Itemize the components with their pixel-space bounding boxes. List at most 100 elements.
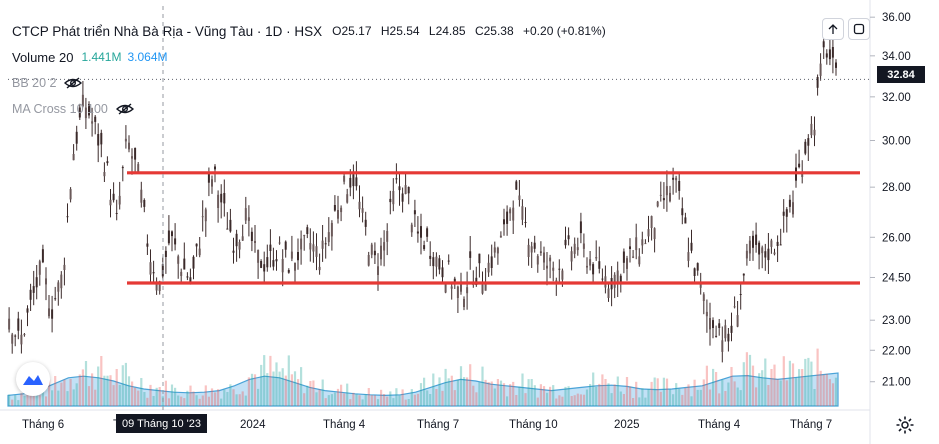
candle-body: [97, 134, 100, 146]
volume-bar: [715, 372, 718, 406]
candle-body: [549, 257, 552, 262]
x-tick-label: Tháng 7: [790, 419, 832, 431]
candle-body: [81, 94, 84, 107]
volume-bar: [137, 390, 140, 406]
tradingview-logo-icon[interactable]: [16, 362, 50, 396]
candle-body: [690, 242, 693, 251]
candle-body: [681, 208, 684, 216]
candle-body: [506, 211, 509, 224]
candle-body: [158, 281, 161, 291]
volume-bar: [297, 379, 300, 406]
candle-body: [309, 243, 312, 250]
candle-body: [773, 252, 776, 255]
volume-bar: [134, 387, 137, 406]
candle-body: [254, 241, 256, 243]
volume-bar: [14, 395, 17, 406]
candle-body: [487, 262, 490, 273]
candle-body: [195, 243, 198, 247]
volume-bar: [629, 386, 632, 406]
candle-body: [543, 252, 545, 263]
y-tick-label: 30.00: [882, 135, 911, 147]
candle-body: [822, 41, 825, 48]
candle-body: [244, 208, 247, 221]
gear-icon[interactable]: [895, 415, 915, 435]
candle-body: [669, 192, 671, 202]
volume-bar: [38, 395, 41, 406]
candle-body: [758, 242, 761, 255]
volume-bar: [35, 391, 38, 406]
candle-body: [124, 138, 127, 142]
candle-body: [223, 193, 226, 204]
candle-body: [813, 129, 816, 136]
volume-bar: [106, 375, 109, 406]
volume-bar: [146, 397, 149, 406]
volume-bar: [767, 385, 770, 406]
candle-body: [183, 258, 186, 270]
candle-body: [573, 243, 576, 254]
maximize-icon[interactable]: [848, 18, 870, 40]
volume-bar: [463, 377, 466, 406]
volume-bar: [223, 389, 226, 406]
volume-bar: [284, 375, 287, 406]
volume-bar: [23, 395, 26, 406]
candle-body: [499, 235, 502, 238]
candle-body: [579, 221, 582, 234]
candle-body: [241, 236, 244, 241]
eye-off-icon[interactable]: [115, 103, 134, 115]
volume-bar: [816, 348, 819, 406]
volume-bar: [416, 393, 420, 406]
candle-body: [20, 334, 23, 345]
volume-bar: [736, 387, 739, 406]
candle-body: [592, 264, 595, 275]
candle-body: [134, 148, 137, 160]
volume-bar: [721, 379, 724, 406]
symbol-title[interactable]: CTCP Phát triển Nhà Bà Rịa - Vũng Tàu · …: [12, 23, 323, 39]
volume-bar: [831, 383, 835, 406]
volume-bar: [358, 395, 361, 406]
volume-bar: [66, 391, 69, 406]
candle-body: [287, 270, 290, 273]
eye-off-icon[interactable]: [64, 77, 83, 89]
volume-bar: [346, 383, 349, 406]
candle-body: [512, 207, 515, 221]
volume-bar: [502, 383, 506, 406]
volume-bar: [687, 384, 690, 406]
candle-body: [687, 252, 690, 261]
candle-body: [48, 308, 50, 317]
volume-bar: [653, 377, 656, 406]
candle-body: [672, 177, 675, 180]
volume-bar: [293, 371, 297, 406]
arrow-up-icon[interactable]: [822, 18, 844, 40]
volume-bar: [533, 385, 536, 406]
candle-body: [678, 181, 681, 191]
volume-bar: [515, 395, 518, 406]
volume-bar: [607, 383, 610, 406]
candle-body: [733, 306, 736, 308]
volume-bar: [392, 398, 395, 406]
candle-body: [174, 238, 177, 245]
volume-bar: [801, 369, 804, 406]
volume-bar: [638, 397, 641, 406]
volume-bar: [143, 392, 146, 406]
candle-body: [410, 224, 413, 233]
candle-body: [349, 177, 352, 188]
volume-bar: [493, 388, 496, 406]
candle-body: [616, 270, 619, 284]
volume-bar: [785, 380, 788, 406]
candle-body: [521, 206, 524, 220]
candle-body: [785, 209, 788, 217]
candle-body: [75, 131, 78, 144]
legend-ma-row[interactable]: MA Cross 10 100: [12, 96, 612, 122]
volume-bar: [140, 378, 143, 406]
candle-body: [727, 333, 730, 342]
volume-bar: [17, 400, 20, 406]
candle-body: [748, 240, 751, 254]
candle-body: [78, 107, 81, 118]
candle-body: [776, 241, 779, 246]
candle-body: [816, 77, 819, 88]
legend-volume-row[interactable]: Volume 20 1.441M 3.064M: [12, 44, 612, 70]
candle-body: [527, 244, 530, 257]
candle-body: [60, 274, 63, 289]
legend-bb-row[interactable]: BB 20 2: [12, 70, 612, 96]
